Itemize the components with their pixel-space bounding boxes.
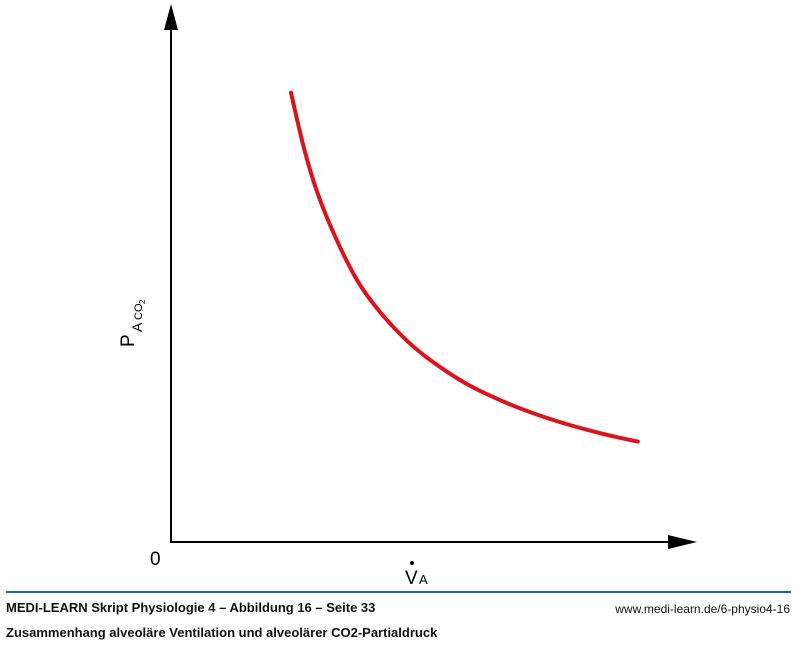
chart: 0 V A P A CO 2 xyxy=(118,4,697,589)
axes xyxy=(164,4,697,549)
y-axis-label-subsubsub: 2 xyxy=(138,299,147,304)
footer-subtitle: Zusammenhang alveoläre Ventilation und a… xyxy=(6,625,438,640)
y-axis-label-main: P xyxy=(118,334,139,347)
footer-url: www.medi-learn.de/6-physio4-16 xyxy=(615,602,790,616)
y-axis-label-subsub: CO xyxy=(133,303,145,320)
footer-rule xyxy=(6,591,791,593)
x-axis-label: V A xyxy=(405,561,428,589)
x-axis-arrow xyxy=(668,535,697,549)
x-axis-label-main: V xyxy=(405,568,418,589)
footer-title: MEDI-LEARN Skript Physiologie 4 – Abbild… xyxy=(6,600,376,615)
x-axis-label-sub: A xyxy=(419,572,428,587)
y-axis-arrow xyxy=(164,4,178,30)
data-line xyxy=(289,90,640,444)
y-axis-label-sub: A xyxy=(129,322,145,332)
origin-label: 0 xyxy=(150,549,161,570)
x-axis-label-dot xyxy=(410,561,414,565)
y-axis-label: P A CO 2 xyxy=(118,299,147,347)
